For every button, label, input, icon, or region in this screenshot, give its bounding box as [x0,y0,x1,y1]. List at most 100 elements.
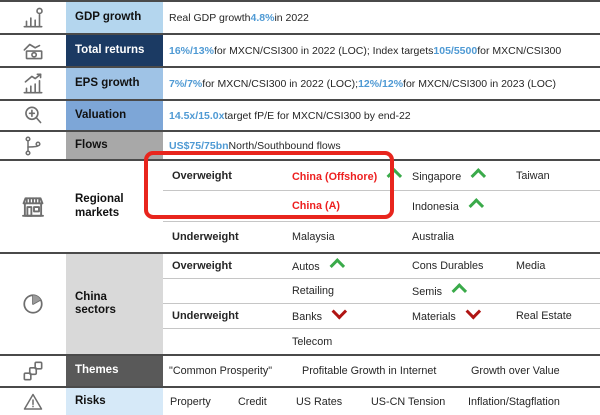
sector-item: Real Estate [516,310,572,322]
sector-item: Retailing [292,285,335,297]
weight-label: Underweight [172,310,239,322]
market-item: Indonesia [407,198,511,214]
sector-item: Materials [407,303,511,323]
stacked-squares-icon [0,356,66,386]
row-label: Risks [66,388,163,415]
highlight-value: 105/5500 [433,44,478,57]
market-item: Singapore [407,167,511,184]
row-valuation: Valuation 14.5x/15.0x target fP/E for MX… [0,101,600,130]
up-arrow-icon [468,198,484,214]
sector-item: Telecom [292,335,333,348]
divider [0,386,600,388]
divider [0,354,600,356]
row-china-sectors: China sectors Overweight Autos Cons Dura… [0,254,600,354]
text-segment: in 2022 [274,11,309,24]
row-label: Regional markets [66,161,163,252]
highlight-value: 16%/13% [169,44,214,57]
divider [0,159,600,161]
sector-item: Cons Durables [412,260,484,272]
row-content: Real GDP growth 4.8% in 2022 [163,2,600,33]
flows-branch-icon [0,132,66,159]
total-returns-icon [0,35,66,66]
row-total-returns: Total returns 16%/13% for MXCN/CSI300 in… [0,35,600,66]
row-label: Flows [66,132,163,159]
pie-chart-icon [0,254,66,354]
weight-label: Overweight [172,260,232,272]
row-gdp-growth: GDP growth Real GDP growth 4.8% in 2022 [0,2,600,33]
risk-item: Credit [238,395,267,408]
row-content: 16%/13% for MXCN/CSI300 in 2022 (LOC); I… [163,35,600,66]
row-label: Total returns [66,35,163,66]
themes-content: "Common Prosperity" Profitable Growth in… [163,356,600,386]
down-arrow-icon [465,303,481,320]
theme-item: Growth over Value [471,365,560,377]
text-segment: target fP/E for MXCN/CSI300 by end-22 [224,109,411,122]
highlight-value: 14.5x/15.0x [169,109,225,122]
regional-markets-grid: Overweight China (Offshore) Singapore Ta… [163,161,600,252]
text-segment: for MXCN/CSI300 in 2022 (LOC); [202,77,359,90]
row-risks: Risks Property Credit US Rates US-CN Ten… [0,388,600,415]
row-label: Themes [66,356,163,386]
text-segment: North/Southbound flows [228,139,341,152]
text-segment: for MXCN/CSI300 [477,44,562,57]
highlight-value: 7%/7% [169,77,203,90]
theme-item: Profitable Growth in Internet [302,365,437,377]
sector-item: Semis [407,283,511,299]
storefront-icon [0,161,66,252]
sectors-underweight-row: Underweight Banks Materials Real Estate [163,303,600,329]
eps-growth-icon [0,68,66,99]
market-item: Australia [412,231,455,243]
row-regional-markets: Regional markets Overweight China (Offsh… [0,161,600,252]
row-label: EPS growth [66,68,163,99]
text-segment: Real GDP growth [169,11,251,24]
sectors-overweight-row: Overweight Autos Cons Durables Media [163,254,600,279]
regional-overweight-row: Overweight China (Offshore) Singapore Ta… [163,161,600,191]
row-content: US$75/75bn North/Southbound flows [163,132,600,159]
up-arrow-icon [386,167,403,184]
divider [0,130,600,132]
market-item: Malaysia [292,231,335,243]
row-flows: Flows US$75/75bn North/Southbound flows [0,132,600,159]
down-arrow-icon [331,303,348,320]
sectors-overweight-row-2: Retailing Semis [163,279,600,304]
divider [0,0,600,2]
highlight-value: 4.8% [250,11,275,24]
market-item: China (Offshore) [287,167,407,184]
up-arrow-icon [451,283,468,299]
row-content: 7%/7% for MXCN/CSI300 in 2022 (LOC); 12%… [163,68,600,99]
risk-item: US Rates [296,395,343,408]
divider [0,252,600,254]
market-item: China (A) [292,200,340,212]
theme-item: "Common Prosperity" [169,365,273,377]
row-themes: Themes "Common Prosperity" Profitable Gr… [0,356,600,386]
row-label: Valuation [66,101,163,130]
risk-item: Inflation/Stagflation [468,395,560,408]
valuation-magnifier-icon [0,101,66,130]
market-item: Taiwan [516,169,550,182]
sector-item: Autos [287,258,407,274]
text-segment: for MXCN/CSI300 in 2022 (LOC); Index tar… [213,44,434,57]
row-content: 14.5x/15.0x target fP/E for MXCN/CSI300 … [163,101,600,130]
row-label: GDP growth [66,2,163,33]
warning-triangle-icon [0,388,66,415]
sectors-underweight-row-2: Telecom [163,329,600,354]
row-label: China sectors [66,254,163,354]
gdp-growth-icon [0,2,66,33]
weight-label: Underweight [172,231,239,243]
up-arrow-icon [470,167,487,184]
regional-overweight-row-2: China (A) Indonesia [163,191,600,222]
highlight-value: US$75/75bn [169,139,229,152]
sector-item: Banks [287,303,407,323]
text-segment: for MXCN/CSI300 in 2023 (LOC) [403,77,556,90]
divider [0,33,600,35]
risk-item: US-CN Tension [371,395,446,408]
risks-content: Property Credit US Rates US-CN Tension I… [163,388,600,415]
up-arrow-icon [329,258,345,274]
sector-item: Media [516,260,546,272]
china-sectors-grid: Overweight Autos Cons Durables Media Ret… [163,254,600,354]
regional-underweight-row: Underweight Malaysia Australia [163,222,600,252]
highlight-value: 12%/12% [358,77,404,90]
risk-item: Property [170,395,211,408]
row-eps-growth: EPS growth 7%/7% for MXCN/CSI300 in 2022… [0,68,600,99]
